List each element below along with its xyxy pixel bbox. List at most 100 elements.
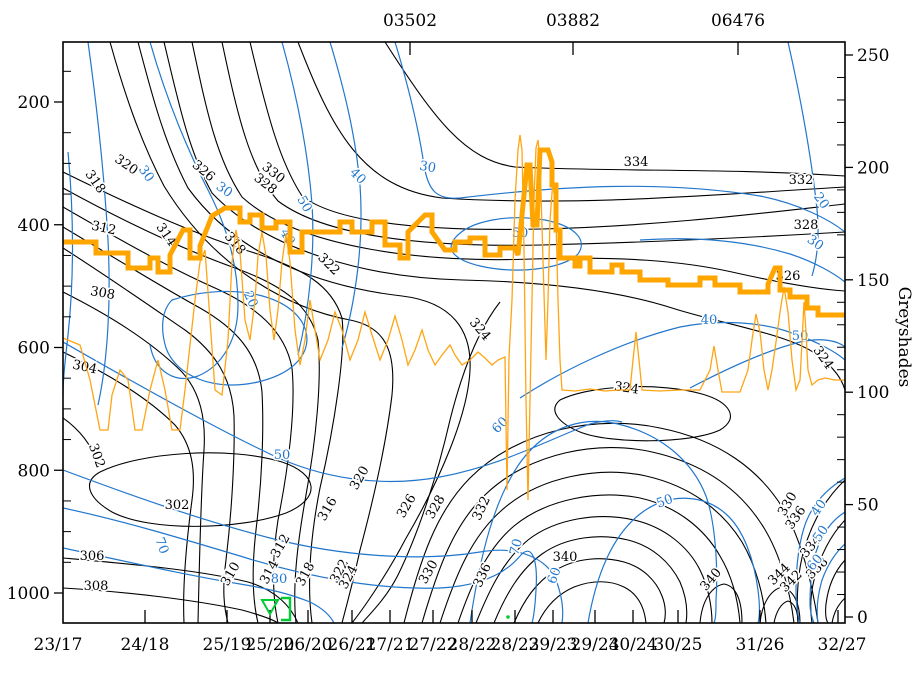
x-axis-label: 29/23 (529, 635, 578, 655)
black-contour-line (361, 301, 501, 623)
tropopause-line (63, 147, 845, 318)
black-contour-line (831, 597, 845, 623)
x-axis-label: 32/27 (818, 635, 867, 655)
blue-contour-label: 50 (274, 448, 291, 463)
axis-frame (62, 41, 846, 624)
black-contour-line (63, 587, 279, 623)
black-contour-line (63, 291, 205, 623)
black-contour-line (439, 471, 767, 623)
black-contour-line (63, 171, 344, 623)
black-contour-line (89, 452, 312, 527)
x-axis-label: 29/24 (571, 635, 620, 655)
x-axis-label: 28/22 (448, 635, 497, 655)
black-contour-label: 302 (85, 442, 108, 470)
black-contour-line (403, 422, 819, 623)
blue-contour-line (281, 42, 314, 356)
black-contour-line (63, 226, 264, 623)
black-contour-label: 332 (470, 494, 494, 523)
black-contour-label: 332 (789, 173, 814, 188)
x-axis-label: 30/24 (609, 635, 658, 655)
blue-contour-line (394, 42, 845, 233)
blue-contour-label: 70 (151, 535, 171, 556)
greyshade-tick-label: 50 (857, 496, 879, 516)
black-contour-line (63, 247, 235, 623)
blue-contour-label: 50 (654, 492, 675, 512)
x-axis-label: 30/25 (654, 635, 703, 655)
triangle-marker (260, 599, 280, 617)
blue-contour-label: 60 (545, 565, 565, 586)
blue-contour-line (639, 238, 845, 283)
black-contour-line (221, 42, 845, 246)
greyshade-tick-label: 0 (857, 608, 868, 628)
black-contour-label: 328 (794, 218, 819, 233)
black-contour-line (63, 557, 299, 623)
station-label: 06476 (711, 11, 765, 31)
blue-contour-line (87, 42, 110, 406)
black-contour-line (513, 558, 666, 623)
blue-contour-label: 50 (792, 329, 809, 344)
blue-contour-label: 80 (271, 572, 288, 587)
black-contour-label: 318 (293, 560, 318, 589)
blue-contour-line (519, 321, 845, 399)
blue-contour-line (587, 497, 761, 623)
pressure-tick-label: 400 (18, 216, 50, 236)
x-axis-label: 25/19 (203, 635, 252, 655)
x-axis-label: 26/21 (328, 635, 377, 655)
black-contour-line (421, 447, 795, 623)
pressure-tick-label: 800 (18, 461, 50, 481)
black-contour-line (796, 479, 845, 623)
black-contour-line (493, 536, 688, 623)
black-contour-label: 306 (80, 549, 105, 564)
blue-contour-label: 20 (810, 190, 832, 212)
black-contour-label: 312 (90, 219, 117, 239)
black-contour-line (297, 42, 845, 202)
black-contour-label: 340 (698, 565, 725, 594)
blue-contour-line (63, 151, 74, 396)
black-contour-label: 308 (89, 284, 116, 303)
black-contour-line (191, 42, 845, 292)
station-label: 03882 (546, 11, 600, 31)
black-contour-line (163, 42, 845, 391)
blue-contour-label: 40 (701, 313, 718, 328)
black-contour-line (554, 386, 731, 442)
black-contour-label: 316 (315, 495, 340, 524)
black-contour-label: 308 (84, 579, 109, 594)
blue-contour-label: 40 (346, 165, 368, 187)
black-contour-label: 340 (553, 550, 578, 565)
black-contour-label: 328 (423, 493, 448, 522)
black-contour-label: 334 (624, 155, 649, 170)
blue-contour-line (329, 42, 362, 349)
x-axis-label: 27/21 (366, 635, 415, 655)
black-contour-line (63, 351, 194, 623)
black-contour-line (475, 516, 713, 623)
black-contour-label: 326 (394, 492, 419, 521)
x-axis-label: 31/26 (736, 635, 785, 655)
greyshade-tick-label: 150 (857, 271, 889, 291)
black-contour-label: 302 (165, 498, 190, 513)
greyshade-tick-label: 100 (857, 383, 889, 403)
greyshade-tick-label: 200 (857, 158, 889, 178)
blue-contour-line (795, 477, 845, 623)
blue-contour-line (63, 547, 335, 623)
black-contour-line (699, 583, 743, 623)
blue-contour-line (63, 341, 623, 483)
x-axis-label: 25/20 (246, 635, 295, 655)
black-contour-label: 322 (314, 250, 342, 278)
x-axis-label: 26/20 (284, 635, 333, 655)
blue-contour-label: 30 (804, 232, 826, 254)
pressure-tick-label: 200 (18, 93, 50, 113)
black-contour-label: 320 (347, 464, 372, 493)
black-contour-label: 312 (268, 532, 293, 561)
greyshades-axis-title: Greyshades (894, 287, 914, 388)
black-contour-line (773, 600, 799, 623)
greyshade-tick-label: 250 (857, 46, 889, 66)
blue-contour-line (63, 469, 564, 623)
blue-contour-label: 30 (418, 159, 437, 177)
blue-contour-line (689, 339, 845, 389)
black-contour-label: 330 (416, 558, 441, 587)
black-contour-label: 304 (71, 358, 98, 378)
black-contour-line (384, 42, 845, 177)
